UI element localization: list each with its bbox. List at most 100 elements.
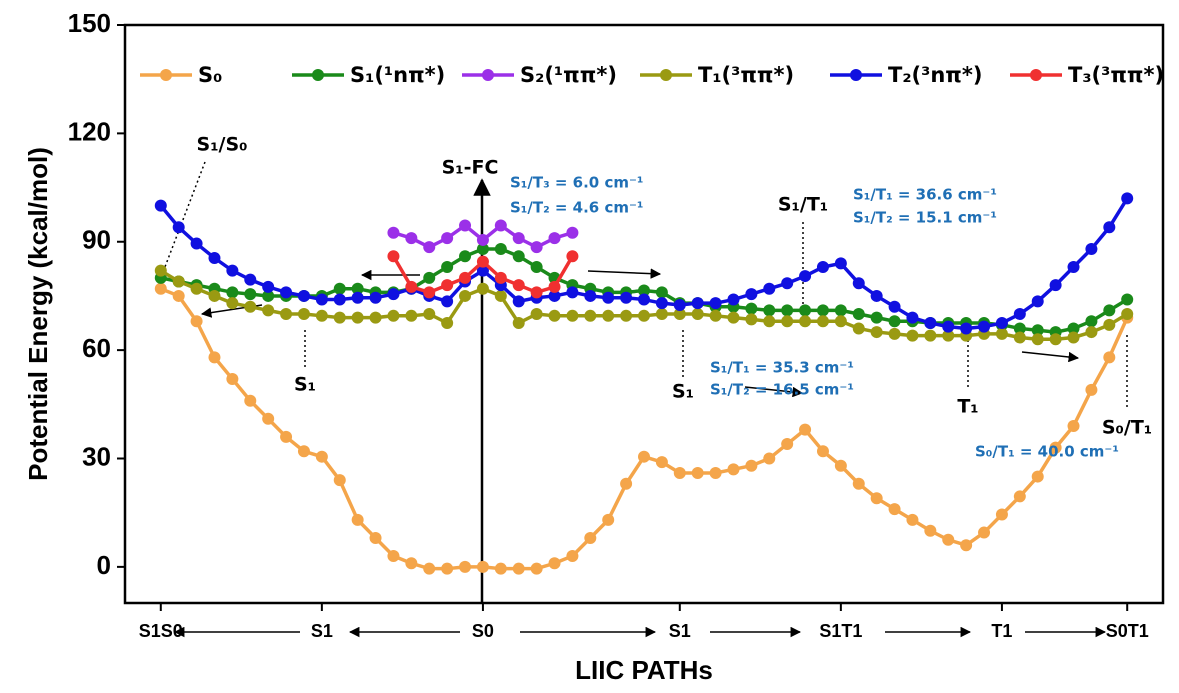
point [262, 289, 275, 302]
point [1067, 261, 1080, 274]
coupling-label: S₀/T₁ = 40.0 cm⁻¹ [975, 443, 1119, 461]
point [441, 317, 454, 330]
point [476, 282, 489, 295]
point [834, 459, 847, 472]
y-axis-title: Potential Energy (kcal/mol) [23, 147, 53, 481]
annotation: S₁/T₁ [778, 194, 828, 216]
point [816, 261, 829, 274]
x-tick-label: S1T1 [819, 621, 862, 641]
point [1013, 331, 1026, 344]
point [387, 309, 400, 322]
point [620, 291, 633, 304]
point [1085, 315, 1098, 328]
point [244, 273, 257, 286]
point [852, 308, 865, 320]
annotation: T₁ [957, 396, 978, 418]
point [870, 289, 883, 302]
point [423, 271, 436, 284]
point [1103, 221, 1116, 234]
point [244, 288, 257, 301]
point [1103, 351, 1116, 364]
point [924, 317, 937, 330]
legend-marker [160, 69, 172, 81]
point [530, 261, 543, 274]
point [1013, 322, 1026, 335]
point [405, 557, 418, 570]
point [781, 277, 794, 290]
point [262, 304, 275, 317]
point [262, 280, 275, 293]
point [172, 221, 185, 234]
point [262, 412, 275, 425]
point [870, 326, 883, 339]
x-tick-label: S1 [669, 621, 691, 641]
point [995, 317, 1008, 330]
point [691, 308, 704, 320]
point [942, 320, 955, 333]
point [280, 430, 293, 443]
point [459, 250, 472, 263]
point [476, 264, 489, 277]
point [423, 286, 436, 299]
point [315, 450, 328, 463]
y-tick-label: 30 [82, 441, 111, 471]
point [673, 298, 686, 311]
point [154, 264, 167, 277]
point [333, 282, 346, 295]
legend-marker [850, 69, 862, 81]
point [512, 562, 525, 575]
point [906, 311, 919, 324]
point [1121, 192, 1134, 205]
point [870, 492, 883, 505]
point [494, 562, 507, 575]
y-tick-label: 60 [82, 333, 111, 363]
point [405, 280, 418, 293]
point [244, 300, 257, 313]
point [369, 531, 382, 544]
point [154, 199, 167, 212]
point [816, 315, 829, 328]
point [441, 279, 454, 292]
x-axis-title: LIIC PATHs [575, 655, 713, 685]
point [333, 474, 346, 487]
point [888, 503, 901, 516]
legend-item: T₂(³nπ*) [830, 63, 982, 87]
point [512, 250, 525, 263]
x-tick-label: S0 [472, 621, 494, 641]
point [1121, 293, 1134, 306]
point [494, 289, 507, 302]
point [584, 531, 597, 544]
point [602, 309, 615, 322]
point [387, 550, 400, 563]
point [924, 329, 937, 342]
pointer-lines [159, 161, 1128, 410]
x-tick-label: T1 [991, 621, 1012, 641]
point [512, 295, 525, 308]
point [655, 297, 668, 310]
point [369, 311, 382, 324]
point [226, 297, 239, 310]
point [960, 322, 973, 335]
coupling-label: S₁/T₂ = 4.6 cm⁻¹ [510, 199, 643, 217]
legend-marker [1030, 69, 1042, 81]
legend-item: S₁(¹nπ*) [292, 63, 445, 87]
legend-item: T₁(³ππ*) [640, 63, 794, 87]
point [190, 282, 203, 295]
point [226, 373, 239, 386]
point [745, 313, 758, 326]
point [548, 280, 561, 293]
point [1067, 322, 1080, 335]
point [852, 322, 865, 335]
y-tick-label: 120 [68, 116, 111, 146]
point [816, 304, 829, 317]
point [745, 459, 758, 472]
point [763, 452, 776, 465]
coupling-label: S₁/T₃ = 6.0 cm⁻¹ [510, 174, 643, 192]
point [816, 445, 829, 458]
x-tick-label: S0T1 [1106, 621, 1149, 641]
x-tick-label: S1 [311, 621, 333, 641]
coupling-label: S₁/T₂ = 16.5 cm⁻¹ [710, 381, 854, 399]
point [781, 315, 794, 328]
point [1049, 333, 1062, 346]
